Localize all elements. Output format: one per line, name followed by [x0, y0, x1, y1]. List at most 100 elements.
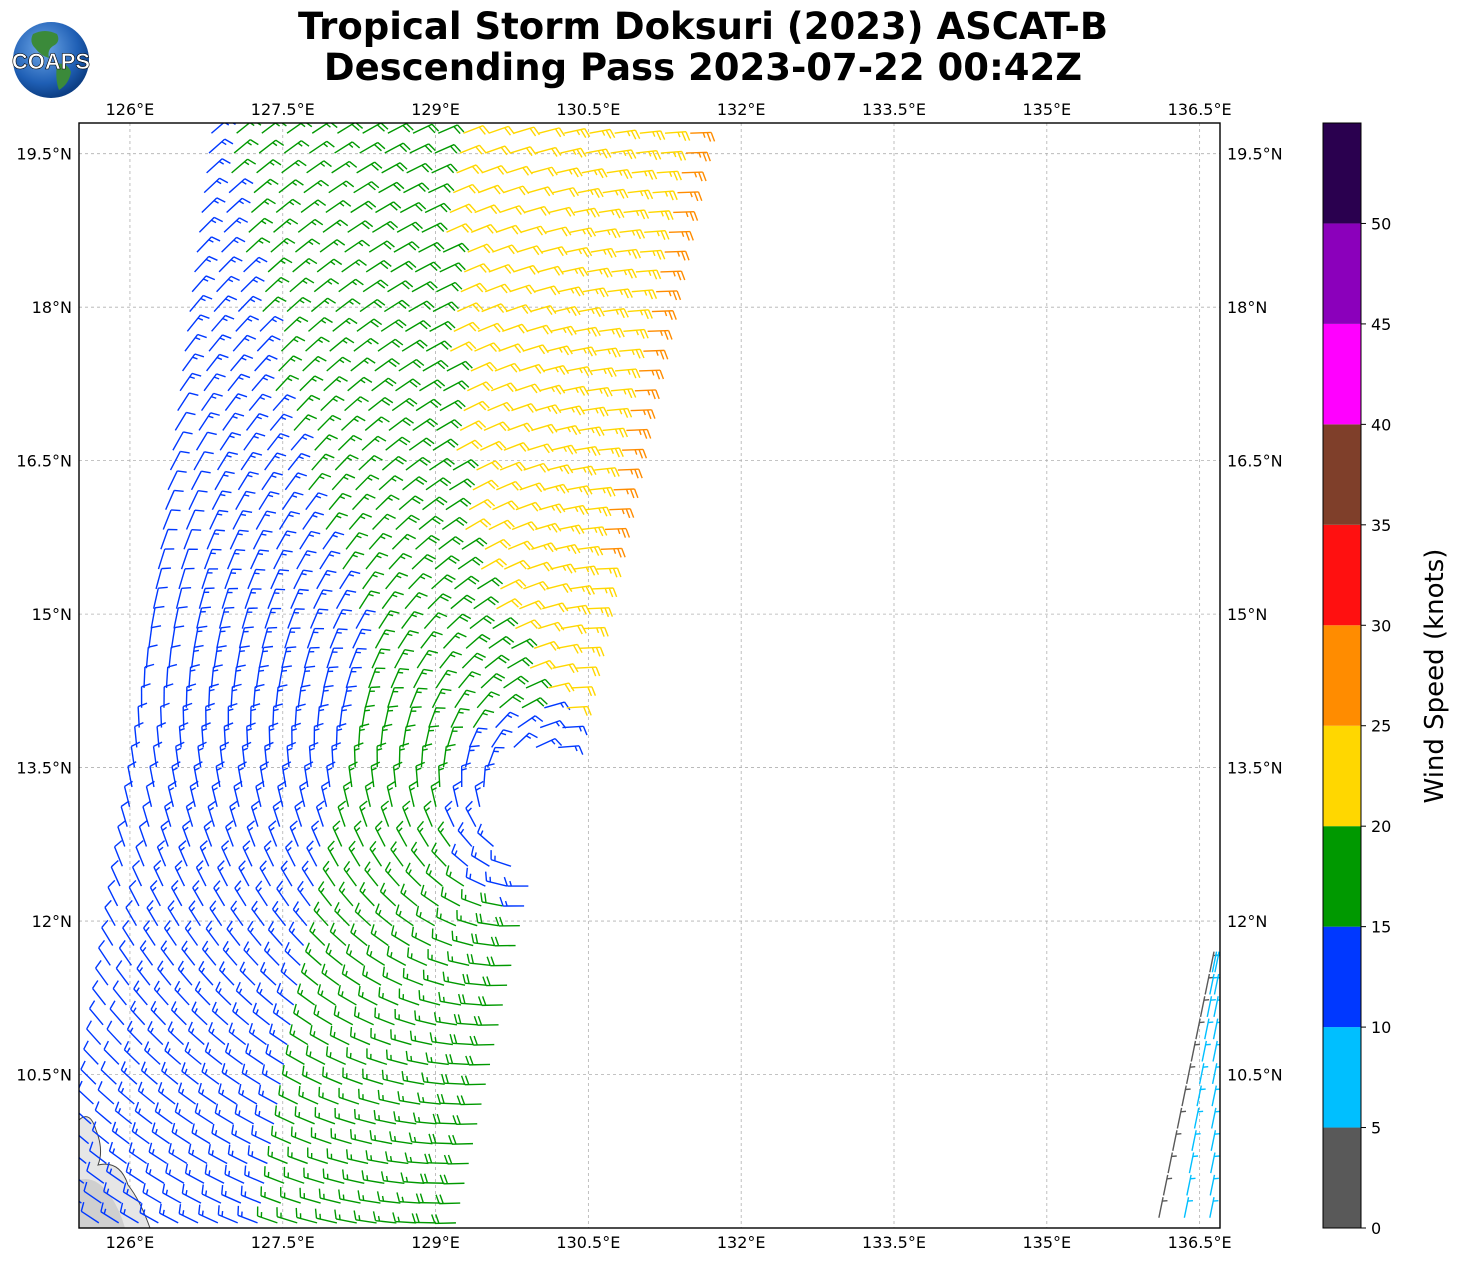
wind-barb [293, 1003, 312, 1026]
wind-barb [305, 492, 328, 511]
wind-barb [290, 588, 309, 609]
wind-barb [255, 510, 277, 530]
wind-barb [136, 960, 151, 986]
wind-barb [564, 127, 591, 139]
colorbar-tick-label: 20 [1371, 817, 1391, 836]
wind-barb [461, 652, 486, 669]
wind-barb [241, 607, 258, 629]
wind-barb [293, 569, 313, 590]
wind-barb [335, 589, 357, 610]
wind-barb [161, 1061, 179, 1085]
wind-barb [204, 1042, 223, 1065]
wind-barb [167, 780, 177, 808]
wind-barb [440, 886, 461, 907]
wind-barb [613, 488, 639, 499]
wind-barb [353, 1210, 377, 1224]
wind-barb [405, 706, 422, 728]
wind-barb [574, 446, 601, 457]
wind-barb [188, 900, 201, 927]
wind-barb [356, 161, 383, 174]
wind-barb [462, 973, 487, 986]
wind-barb [306, 160, 332, 174]
wind-barb [431, 688, 452, 709]
wind-barb [365, 1150, 389, 1165]
wind-barb [415, 1193, 441, 1204]
wind-barb [323, 666, 339, 689]
wind-barb [408, 573, 432, 590]
wind-barb [436, 419, 463, 432]
wind-barb [214, 1103, 234, 1125]
wind-barb [331, 473, 356, 491]
wind-barb [267, 921, 283, 946]
wind-barb [160, 940, 175, 966]
wind-barb [252, 529, 273, 550]
wind-barb [484, 538, 511, 550]
wind-barb [334, 1108, 356, 1125]
wind-barb [284, 941, 301, 966]
wind-barb [404, 592, 428, 610]
wind-barb [104, 899, 116, 927]
wind-barb [221, 1063, 240, 1085]
wind-barb [325, 1046, 346, 1066]
wind-barb [248, 217, 274, 233]
wind-barb [569, 227, 597, 238]
wind-barb [301, 860, 314, 887]
wind-barb [453, 321, 480, 332]
wind-barb [301, 1065, 322, 1085]
wind-barb [523, 462, 550, 473]
wind-barb [531, 542, 558, 553]
wind-barb [408, 300, 435, 313]
wind-barb [1212, 1018, 1220, 1040]
wind-barb [359, 141, 386, 154]
wind-barb [170, 1001, 187, 1026]
wind-barb [213, 295, 238, 313]
wind-barb [186, 314, 210, 332]
wind-barb [156, 840, 167, 867]
wind-barb [443, 1154, 469, 1165]
wind-barb [380, 723, 393, 748]
wind-barb [326, 1148, 349, 1165]
wind-barb [431, 928, 453, 947]
wind-barb [275, 374, 300, 392]
wind-barb [431, 842, 447, 867]
wind-barb [118, 940, 132, 966]
wind-barb [203, 548, 222, 570]
wind-barb [143, 663, 155, 688]
wind-barb [353, 820, 364, 847]
wind-barb [267, 257, 293, 273]
wind-barb [428, 1133, 453, 1145]
wind-barb [438, 761, 448, 788]
wind-barb [79, 1080, 94, 1105]
wind-barb [218, 606, 235, 629]
x-tick-label-bottom: 132°E [717, 1233, 766, 1252]
wind-barb [423, 612, 448, 629]
wind-barb [332, 608, 353, 629]
wind-barb [273, 549, 293, 570]
wind-barb [515, 619, 542, 630]
wind-barb [281, 761, 292, 788]
wind-barb [450, 341, 477, 352]
wind-barb [598, 208, 625, 219]
wind-barb [244, 588, 262, 609]
wind-barb [349, 1129, 373, 1145]
wind-barb [344, 239, 371, 253]
chart-title: Tropical Storm Doksuri (2023) ASCAT-B De… [0, 6, 1406, 88]
wind-barb [481, 303, 508, 313]
wind-barb [635, 150, 662, 161]
wind-barb [566, 247, 593, 258]
wind-barb [231, 158, 257, 174]
wind-barb [255, 664, 269, 689]
wind-barb [217, 860, 229, 887]
wind-barb [573, 565, 600, 576]
wind-barb [183, 529, 202, 550]
wind-barb [83, 1181, 102, 1204]
wind-barb [531, 423, 558, 434]
wind-barb [495, 916, 520, 927]
wind-barb [504, 559, 531, 570]
wind-barb [554, 425, 582, 436]
wind-barb [522, 344, 549, 355]
wind-barb [390, 925, 410, 947]
wind-barb [399, 202, 427, 214]
wind-barb [491, 729, 513, 748]
wind-barb [276, 530, 297, 550]
